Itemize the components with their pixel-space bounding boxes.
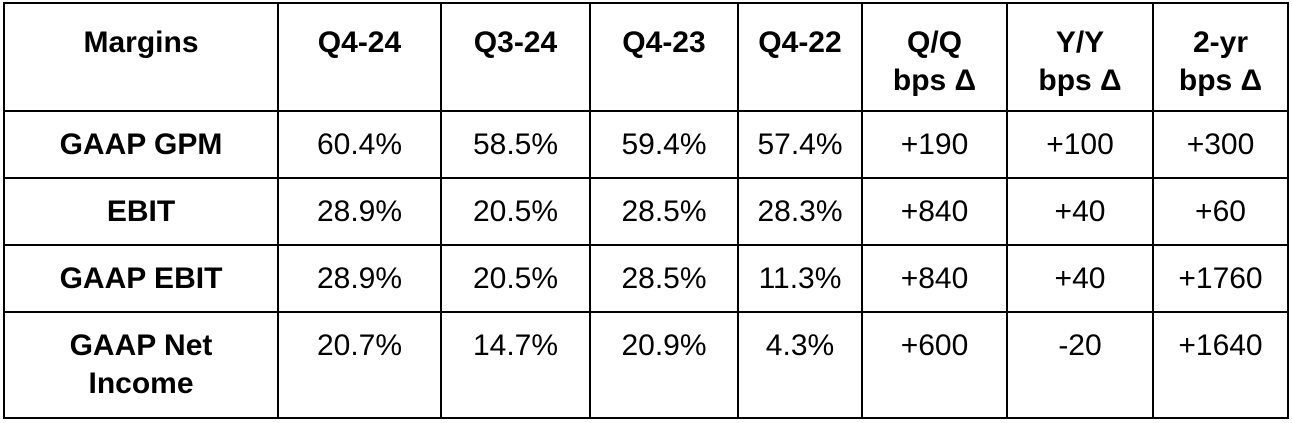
table-row: GAAP Net Income 20.7% 14.7% 20.9% 4.3% +600 -2… xyxy=(3,311,1289,419)
table-cell: 28.5% xyxy=(589,177,739,246)
table-cell: +1640 xyxy=(1152,311,1289,419)
table-cell: +100 xyxy=(1006,110,1154,179)
table-cell: 59.4% xyxy=(589,110,739,179)
row-label: GAAP GPM xyxy=(3,110,279,179)
table-row: GAAP EBIT 28.9% 20.5% 28.5% 11.3% +840 +40 +176… xyxy=(3,244,1289,313)
row-label: GAAP EBIT xyxy=(3,244,279,313)
margins-table: Margins Q4-24 Q3-24 Q4-23 Q4-22 Q/Q bps Δ Y/Y … xyxy=(3,2,1289,419)
table-cell: +300 xyxy=(1152,110,1289,179)
table-cell: 28.9% xyxy=(277,244,442,313)
table-cell: +190 xyxy=(861,110,1008,179)
table-cell: 28.9% xyxy=(277,177,442,246)
table-cell: +60 xyxy=(1152,177,1289,246)
table-row: EBIT 28.9% 20.5% 28.5% 28.3% +840 +40 +60 xyxy=(3,177,1289,246)
header-cell: Q4-22 xyxy=(737,2,863,112)
table-cell: 4.3% xyxy=(737,311,863,419)
table-cell: 28.5% xyxy=(589,244,739,313)
table-cell: +840 xyxy=(861,177,1008,246)
table-cell: 20.7% xyxy=(277,311,442,419)
table-cell: 28.3% xyxy=(737,177,863,246)
table-cell: 20.5% xyxy=(440,177,591,246)
table-cell: 20.5% xyxy=(440,244,591,313)
table-cell: 11.3% xyxy=(737,244,863,313)
header-cell: Q4-23 xyxy=(589,2,739,112)
header-row: Margins Q4-24 Q3-24 Q4-23 Q4-22 Q/Q bps Δ Y/Y … xyxy=(3,2,1289,112)
table-cell: 60.4% xyxy=(277,110,442,179)
table-cell: -20 xyxy=(1006,311,1154,419)
table-cell: 20.9% xyxy=(589,311,739,419)
header-cell: 2-yr bps Δ xyxy=(1152,2,1289,112)
header-cell: Q3-24 xyxy=(440,2,591,112)
header-cell: Y/Y bps Δ xyxy=(1006,2,1154,112)
header-cell: Q4-24 xyxy=(277,2,442,112)
header-cell: Q/Q bps Δ xyxy=(861,2,1008,112)
table-cell: +840 xyxy=(861,244,1008,313)
table-cell: +600 xyxy=(861,311,1008,419)
row-label: EBIT xyxy=(3,177,279,246)
table-cell: +1760 xyxy=(1152,244,1289,313)
table-body: GAAP GPM 60.4% 58.5% 59.4% 57.4% +190 +100 +300… xyxy=(3,110,1289,419)
table-cell: 58.5% xyxy=(440,110,591,179)
header-cell: Margins xyxy=(3,2,279,112)
row-label: GAAP Net Income xyxy=(3,311,279,419)
table-cell: 14.7% xyxy=(440,311,591,419)
table-row: GAAP GPM 60.4% 58.5% 59.4% 57.4% +190 +100 +300 xyxy=(3,110,1289,179)
table-cell: +40 xyxy=(1006,244,1154,313)
table-cell: +40 xyxy=(1006,177,1154,246)
table-cell: 57.4% xyxy=(737,110,863,179)
